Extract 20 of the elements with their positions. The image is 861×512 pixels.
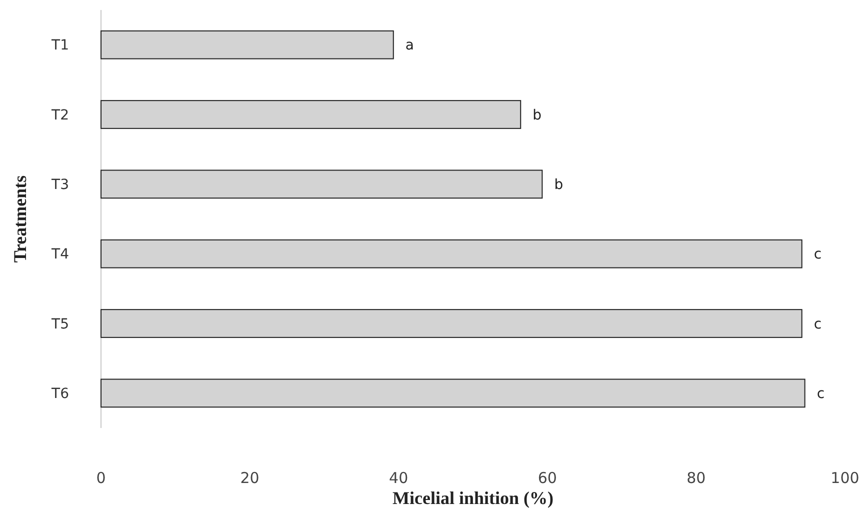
y-tick-label: T6 [50,386,70,402]
data-label: b [554,177,564,194]
y-tick-label: T4 [50,246,70,263]
y-tick-label: T1 [50,38,69,54]
x-tick-label: 100 [830,469,860,487]
data-label: a [405,38,414,54]
y-tick-label: T3 [50,177,69,194]
x-tick-label: 20 [240,469,260,487]
x-tick-label: 60 [538,469,557,487]
x-tick-label: 0 [96,469,106,487]
x-tick-label: 40 [389,469,408,487]
data-label: c [816,386,825,402]
data-label: c [814,316,822,332]
x-tick-label: 80 [686,469,706,487]
data-label: b [532,107,542,124]
x-axis-title: Micelial inhition (%) [392,488,554,508]
y-tick-label: T5 [50,316,69,332]
y-axis-title: Treatments [10,175,30,263]
y-tick-label: T2 [50,107,69,124]
data-label: c [814,246,822,263]
